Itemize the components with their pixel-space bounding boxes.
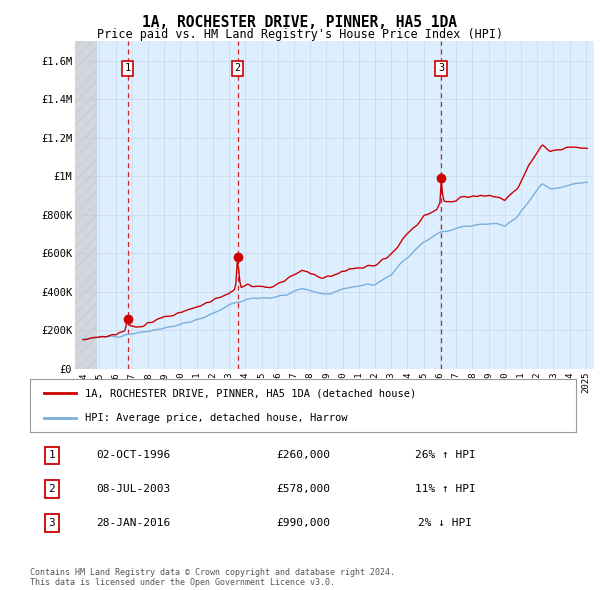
Text: 1A, ROCHESTER DRIVE, PINNER, HA5 1DA (detached house): 1A, ROCHESTER DRIVE, PINNER, HA5 1DA (de… bbox=[85, 388, 416, 398]
Text: 08-JUL-2003: 08-JUL-2003 bbox=[97, 484, 171, 494]
Text: This data is licensed under the Open Government Licence v3.0.: This data is licensed under the Open Gov… bbox=[30, 578, 335, 587]
Text: 3: 3 bbox=[49, 517, 55, 527]
Text: 2: 2 bbox=[235, 63, 241, 73]
Text: Price paid vs. HM Land Registry's House Price Index (HPI): Price paid vs. HM Land Registry's House … bbox=[97, 28, 503, 41]
Text: 26% ↑ HPI: 26% ↑ HPI bbox=[415, 450, 475, 460]
Text: HPI: Average price, detached house, Harrow: HPI: Average price, detached house, Harr… bbox=[85, 412, 347, 422]
Text: Contains HM Land Registry data © Crown copyright and database right 2024.: Contains HM Land Registry data © Crown c… bbox=[30, 568, 395, 577]
Text: 02-OCT-1996: 02-OCT-1996 bbox=[97, 450, 171, 460]
Text: 2: 2 bbox=[49, 484, 55, 494]
Text: 1: 1 bbox=[125, 63, 131, 73]
Text: 2% ↓ HPI: 2% ↓ HPI bbox=[418, 517, 472, 527]
Text: £990,000: £990,000 bbox=[276, 517, 330, 527]
Text: £578,000: £578,000 bbox=[276, 484, 330, 494]
Text: 3: 3 bbox=[438, 63, 444, 73]
Text: 1A, ROCHESTER DRIVE, PINNER, HA5 1DA: 1A, ROCHESTER DRIVE, PINNER, HA5 1DA bbox=[143, 15, 458, 30]
Text: 28-JAN-2016: 28-JAN-2016 bbox=[97, 517, 171, 527]
Text: £260,000: £260,000 bbox=[276, 450, 330, 460]
Text: 11% ↑ HPI: 11% ↑ HPI bbox=[415, 484, 475, 494]
Text: 1: 1 bbox=[49, 450, 55, 460]
Bar bbox=[75, 41, 97, 369]
